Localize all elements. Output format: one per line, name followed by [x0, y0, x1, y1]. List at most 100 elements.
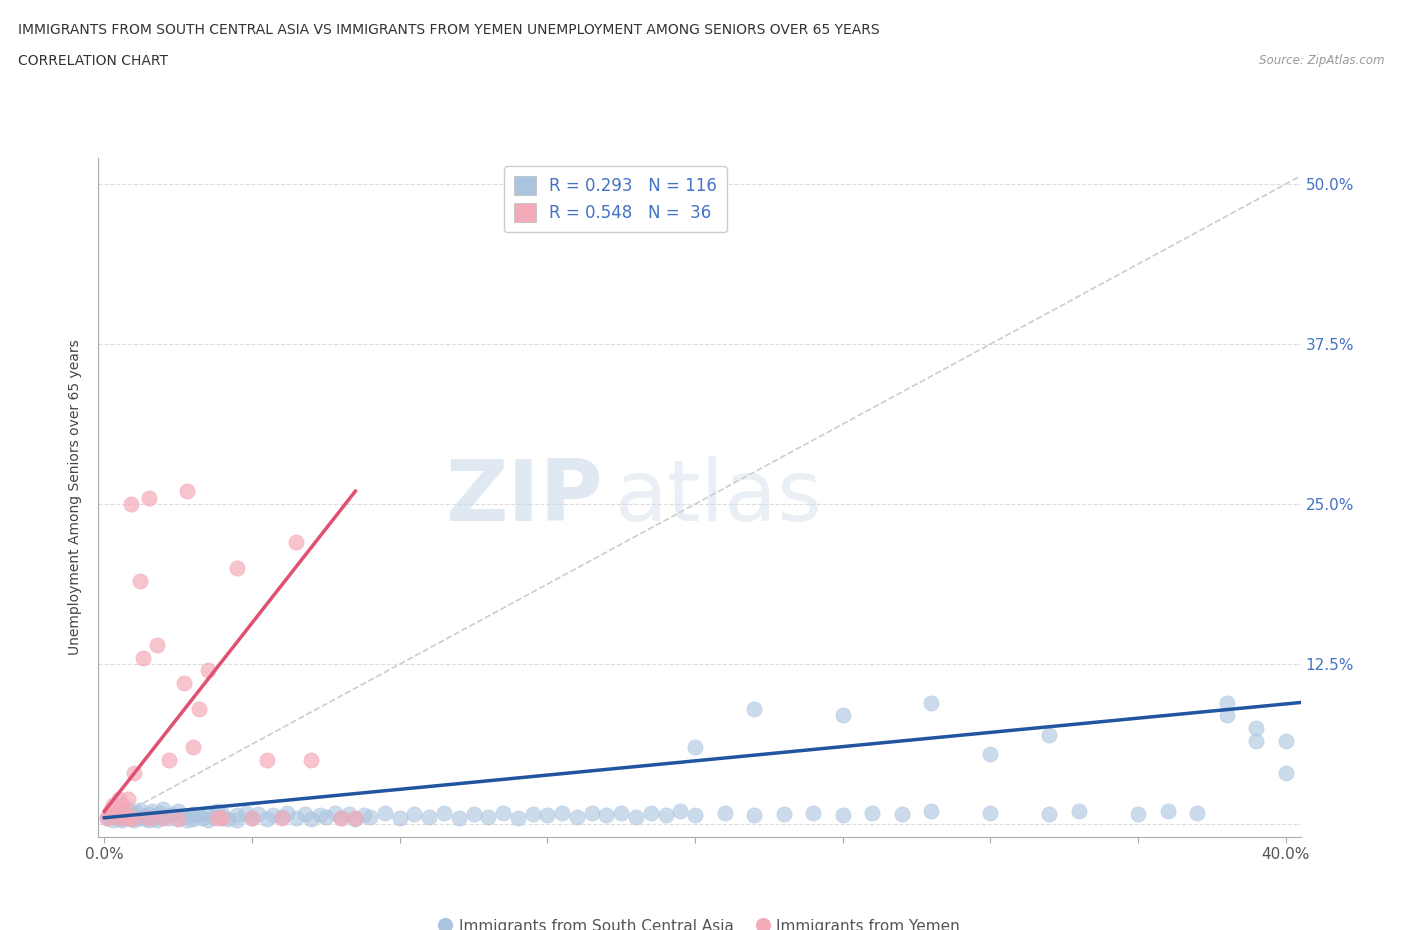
Point: [1185, 805, 1208, 820]
Point: [240, 810, 263, 825]
Point: [581, 805, 603, 820]
Point: [162, 806, 184, 821]
Point: [98, 806, 121, 821]
Point: [256, 752, 278, 767]
Point: [157, 810, 180, 825]
Point: [135, 812, 157, 827]
Point: [226, 561, 249, 576]
Point: [1038, 806, 1060, 821]
Point: [152, 810, 174, 825]
Point: [132, 809, 155, 824]
Point: [176, 813, 198, 828]
Point: [344, 812, 367, 827]
Point: [187, 701, 209, 716]
Point: [979, 746, 1001, 761]
Point: [167, 812, 190, 827]
Point: [285, 535, 308, 550]
Point: [506, 810, 529, 825]
Point: [211, 806, 233, 821]
Point: [831, 808, 853, 823]
Point: [654, 808, 676, 823]
Point: [128, 810, 150, 825]
Point: [191, 810, 214, 825]
Point: [246, 806, 269, 821]
Point: [181, 812, 204, 827]
Point: [96, 810, 118, 825]
Point: [117, 802, 139, 817]
Point: [1244, 734, 1267, 749]
Point: [138, 813, 160, 828]
Point: [270, 809, 292, 824]
Point: [117, 809, 139, 824]
Point: [173, 676, 195, 691]
Point: [433, 805, 456, 820]
Point: [1126, 806, 1149, 821]
Point: [669, 804, 692, 818]
Point: [323, 805, 346, 820]
Point: [122, 813, 145, 828]
Text: atlas: atlas: [616, 456, 824, 539]
Point: [388, 810, 411, 825]
Point: [146, 813, 169, 828]
Point: [240, 810, 263, 825]
Point: [640, 805, 662, 820]
Point: [117, 810, 139, 825]
Point: [152, 809, 174, 824]
Point: [146, 808, 169, 823]
Point: [120, 806, 142, 821]
Point: [418, 809, 440, 824]
Point: [1156, 804, 1178, 818]
Point: [1244, 721, 1267, 736]
Point: [772, 806, 794, 821]
Point: [447, 810, 470, 825]
Point: [111, 813, 134, 828]
Text: ZIP: ZIP: [446, 456, 603, 539]
Point: [128, 803, 150, 817]
Point: [374, 805, 396, 820]
Point: [149, 805, 172, 820]
Point: [108, 812, 131, 827]
Point: [103, 798, 125, 813]
Point: [624, 809, 647, 824]
Legend: Immigrants from South Central Asia, Immigrants from Yemen: Immigrants from South Central Asia, Immi…: [433, 912, 966, 930]
Point: [98, 804, 121, 818]
Point: [120, 497, 142, 512]
Point: [197, 813, 219, 828]
Point: [262, 808, 284, 823]
Point: [492, 805, 515, 820]
Point: [114, 805, 136, 820]
Point: [132, 650, 155, 665]
Point: [890, 806, 912, 821]
Point: [167, 812, 190, 827]
Point: [344, 810, 367, 825]
Point: [122, 810, 145, 825]
Point: [1215, 708, 1237, 723]
Point: [176, 484, 198, 498]
Point: [920, 804, 942, 818]
Point: [226, 813, 249, 828]
Point: [111, 808, 134, 823]
Text: IMMIGRANTS FROM SOUTH CENTRAL ASIA VS IMMIGRANTS FROM YEMEN UNEMPLOYMENT AMONG S: IMMIGRANTS FROM SOUTH CENTRAL ASIA VS IM…: [18, 23, 880, 37]
Point: [404, 806, 426, 821]
Point: [979, 805, 1001, 820]
Point: [299, 752, 322, 767]
Point: [1067, 804, 1090, 818]
Point: [565, 809, 588, 824]
Point: [920, 695, 942, 710]
Point: [522, 806, 544, 821]
Point: [860, 805, 883, 820]
Point: [114, 804, 136, 818]
Point: [315, 809, 337, 824]
Point: [187, 808, 209, 823]
Point: [108, 810, 131, 825]
Point: [329, 810, 352, 825]
Point: [226, 808, 249, 823]
Point: [831, 708, 853, 723]
Point: [125, 805, 148, 820]
Point: [359, 809, 381, 824]
Point: [138, 810, 160, 825]
Point: [683, 808, 706, 823]
Point: [138, 490, 160, 505]
Point: [111, 798, 134, 813]
Point: [329, 810, 352, 825]
